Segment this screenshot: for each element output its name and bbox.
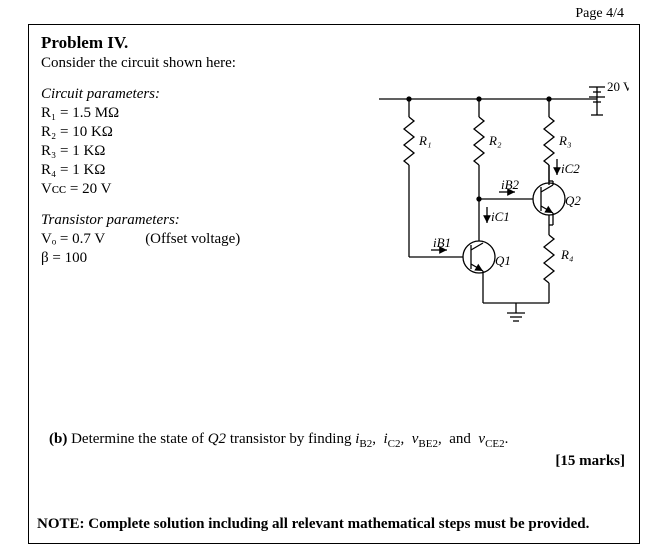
offset-label: (Offset voltage) [145, 231, 240, 248]
r2-label: R₂ [488, 133, 502, 148]
q1-label: Q1 [495, 253, 511, 268]
ic2-label: iC2 [561, 161, 580, 176]
r3-label: R₃ [558, 133, 571, 148]
marks-label: [15 marks] [555, 453, 625, 470]
vcc-value: 20 V [607, 79, 629, 94]
r4-label: R₄ [560, 247, 574, 262]
problem-frame: Problem IV. Consider the circuit shown h… [28, 24, 640, 544]
q2-label: Q2 [565, 193, 581, 208]
page-number: Page 4/4 [575, 6, 624, 22]
circuit-diagram: 20 V R₁ R₂ R₃ R₄ Q1 Q2 iB1 iB2 iC1 iC2 [339, 59, 629, 359]
part-b-text: (b) Determine the state of Q2 transistor… [49, 431, 508, 450]
note-text: NOTE: Complete solution including all re… [37, 516, 589, 533]
r1-label: R₁ [418, 133, 431, 148]
problem-title: Problem IV. [41, 33, 627, 53]
ic1-label: iC1 [491, 209, 510, 224]
ib2-label: iB2 [501, 177, 520, 192]
ib1-label: iB1 [433, 235, 451, 250]
